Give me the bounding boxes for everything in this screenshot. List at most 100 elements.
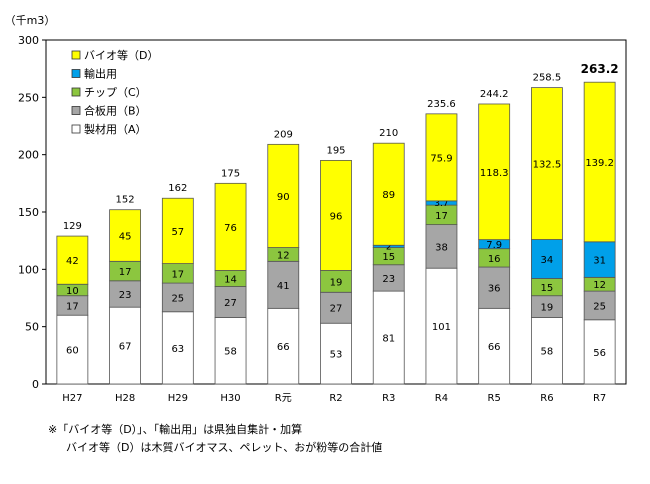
x-tick-label: H30	[220, 393, 240, 404]
data-label: 67	[119, 342, 132, 353]
legend-label: 製材用（A）	[84, 122, 147, 136]
legend-label: チップ（C）	[84, 86, 147, 99]
data-label: 57	[171, 227, 184, 238]
bar-segment	[267, 260, 300, 309]
data-label: 89	[382, 190, 395, 201]
bar-segment	[214, 182, 247, 271]
y-tick-label: 100	[18, 263, 39, 276]
bar-segment	[320, 291, 352, 324]
data-label: 25	[593, 301, 606, 312]
bar-segment	[531, 87, 563, 240]
data-label: 66	[277, 342, 290, 353]
bar-segment	[109, 209, 141, 262]
x-tick-label: R7	[593, 393, 606, 404]
data-label: 7.9	[486, 240, 502, 251]
data-label: 81	[382, 334, 395, 345]
bar-segment	[478, 266, 511, 309]
total-label: 258.5	[533, 73, 562, 84]
data-label: 12	[277, 250, 290, 261]
data-label: 38	[435, 242, 448, 253]
data-label: 27	[330, 304, 343, 315]
data-label: 23	[119, 290, 132, 301]
legend-label: バイオ等（D）	[84, 48, 158, 62]
bar-segment	[531, 317, 563, 385]
data-label: 36	[488, 284, 501, 295]
total-label: 263.2	[581, 62, 619, 76]
bar-segment	[56, 235, 89, 285]
bar-segment	[583, 290, 616, 321]
legend-swatch	[71, 124, 81, 134]
data-label: 23	[382, 274, 395, 285]
data-label: 19	[330, 277, 343, 288]
legend-swatch	[71, 50, 81, 60]
y-tick-label: 250	[18, 91, 39, 104]
x-tick-label: R2	[329, 393, 342, 404]
x-tick-label: H28	[115, 393, 135, 404]
bar-segment	[372, 290, 405, 385]
data-label: 16	[488, 254, 501, 265]
footnote-1: ※「バイオ等（D）」、「輸出用」は県独自集計・加算	[48, 423, 303, 436]
bar-segment	[583, 319, 616, 385]
legend-label: 合板用（B）	[84, 104, 147, 118]
data-label: 139.2	[585, 158, 614, 169]
x-tick-label: R3	[382, 393, 395, 404]
data-label: 90	[277, 192, 290, 203]
y-tick-label: 300	[18, 34, 39, 47]
bar-segment	[320, 159, 352, 271]
data-label: 10	[66, 286, 79, 297]
data-label: 2	[386, 242, 392, 252]
data-label: 101	[432, 322, 451, 333]
data-label: 66	[488, 342, 501, 353]
x-tick-label: R4	[435, 393, 448, 404]
bar-segment	[478, 307, 511, 385]
data-label: 76	[224, 223, 237, 234]
data-label: 17	[171, 269, 184, 280]
legend-swatch	[71, 87, 81, 97]
data-label: 56	[593, 348, 606, 359]
bar-segment	[109, 306, 141, 385]
x-tick-label: R6	[540, 393, 553, 404]
data-label: 15	[541, 283, 554, 294]
data-label: 53	[330, 350, 343, 361]
bar-segment	[425, 113, 458, 202]
total-label: 175	[221, 168, 240, 179]
legend-swatch	[71, 69, 81, 78]
stacked-bar-chart: 0 50 100 150 200 250 300 （千m3） 60 17 10 42 129 H27 67 2…	[5, 14, 627, 404]
x-tick-label: R5	[488, 393, 501, 404]
bar-segment	[161, 311, 194, 385]
bar-segment	[425, 224, 458, 269]
bar-segment	[109, 280, 141, 308]
total-label: 235.6	[427, 99, 456, 110]
bar-segment	[583, 81, 616, 243]
data-label: 19	[541, 303, 554, 314]
data-label: 132.5	[533, 160, 562, 171]
total-label: 209	[274, 129, 293, 140]
x-tick-label: H29	[168, 393, 188, 404]
data-label: 96	[330, 211, 343, 222]
data-label: 25	[171, 293, 184, 304]
data-label: 27	[224, 298, 237, 309]
bar-segment	[531, 239, 563, 279]
bar-segment	[214, 286, 247, 318]
total-label: 162	[168, 183, 187, 194]
data-label: 118.3	[480, 168, 509, 179]
bar-segment	[320, 322, 352, 385]
data-label: 42	[66, 256, 79, 267]
footnote-2: バイオ等（D）は木質バイオマス、ペレット、おが粉等の合計値	[66, 441, 383, 454]
total-label: 152	[116, 195, 135, 206]
bar-segment	[267, 143, 300, 248]
data-label: 17	[66, 301, 79, 312]
bar-segment	[56, 314, 89, 385]
data-label: 45	[119, 232, 132, 243]
data-label: 17	[435, 211, 448, 222]
total-label: 129	[63, 221, 82, 232]
data-label: 58	[224, 347, 237, 358]
data-label: 41	[277, 281, 290, 292]
y-unit-label: （千m3）	[5, 14, 56, 27]
y-tick-label: 150	[18, 206, 39, 219]
data-label: 58	[541, 347, 554, 358]
data-label: 60	[66, 346, 79, 357]
y-tick-label: 0	[32, 378, 39, 391]
total-label: 244.2	[480, 89, 509, 100]
legend-label: 輸出用	[84, 67, 117, 81]
